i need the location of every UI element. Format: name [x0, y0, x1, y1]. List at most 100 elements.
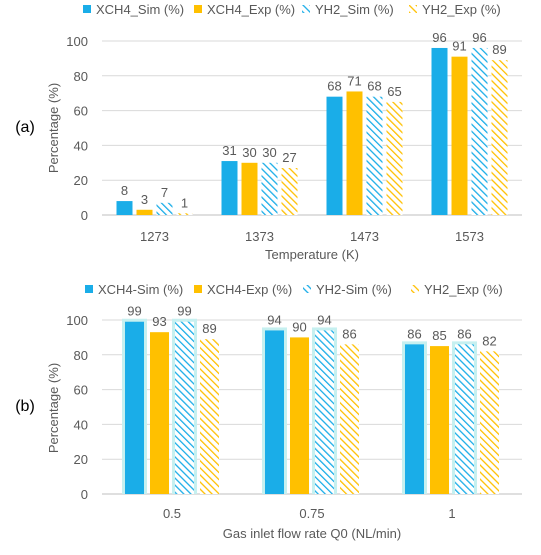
bar: [221, 161, 238, 215]
bar: [455, 344, 474, 494]
legend-swatch: [411, 285, 419, 293]
legend-entry: XCH4_Exp (%): [207, 2, 295, 17]
y-tick-label: 40: [74, 138, 88, 153]
legend-swatch: [194, 5, 202, 13]
data-label: 30: [262, 145, 276, 160]
data-label: 89: [202, 321, 216, 336]
bar: [290, 337, 309, 494]
data-label: 30: [242, 145, 256, 160]
data-label: 7: [161, 185, 168, 200]
data-label: 86: [457, 326, 471, 341]
chart-panel-a: 0 20 40 60 80 100 (a) Percentage (%) Temperature…: [15, 2, 522, 262]
legend-swatch: [194, 285, 202, 293]
bar: [431, 47, 448, 216]
data-label: 86: [342, 326, 356, 341]
x-tick-label: 1473: [350, 229, 379, 244]
y-tick-label: 20: [74, 173, 88, 188]
data-label: 99: [127, 304, 141, 319]
bar: [366, 96, 383, 215]
legend-swatch: [303, 285, 311, 293]
bar: [261, 162, 278, 215]
x-tick-label: 1373: [245, 229, 274, 244]
legend-entry: YH2_Exp (%): [424, 282, 503, 297]
x-tick-label: 1573: [455, 229, 484, 244]
bar: [116, 201, 133, 215]
y-tick-label: 80: [74, 69, 88, 84]
x-tick-label: 1: [448, 506, 455, 521]
panel-label: (b): [15, 398, 35, 415]
y-tick-label: 100: [66, 313, 88, 328]
data-label: 93: [152, 314, 166, 329]
y-tick-label: 0: [81, 487, 88, 502]
data-label: 89: [492, 42, 506, 57]
data-label: 96: [432, 30, 446, 45]
legend-entry: YH2_Sim (%): [315, 2, 394, 17]
legend-swatch: [85, 285, 93, 293]
x-axis-title: Temperature (K): [265, 247, 359, 262]
bar: [150, 332, 169, 494]
legend-swatch: [409, 5, 417, 13]
data-label: 68: [367, 79, 381, 94]
legend-entry: XCH4_Sim (%): [96, 2, 184, 17]
data-label: 85: [432, 328, 446, 343]
bar: [241, 162, 258, 215]
bar: [156, 202, 173, 215]
legend-swatch: [302, 5, 310, 13]
data-label: 86: [407, 326, 421, 341]
y-tick-label: 20: [74, 452, 88, 467]
y-tick-label: 80: [74, 348, 88, 363]
y-tick-label: 0: [81, 208, 88, 223]
bar: [281, 168, 298, 215]
bar: [346, 91, 363, 215]
bar: [265, 330, 284, 494]
bar: [491, 60, 508, 215]
data-label: 96: [472, 30, 486, 45]
y-tick-label: 60: [74, 104, 88, 119]
bar: [471, 47, 488, 216]
data-label: 82: [482, 333, 496, 348]
data-label: 8: [121, 183, 128, 198]
bar: [125, 321, 144, 494]
x-axis-title: Gas inlet flow rate Q0 (NL/min): [223, 526, 401, 541]
data-label: 68: [327, 79, 341, 94]
legend-entry: YH2_Exp (%): [422, 2, 501, 17]
y-tick-label: 40: [74, 417, 88, 432]
data-label: 1: [181, 195, 188, 210]
data-label: 3: [141, 192, 148, 207]
bar: [176, 213, 193, 215]
data-label: 99: [177, 304, 191, 319]
bar: [175, 321, 194, 494]
data-label: 90: [292, 319, 306, 334]
bar: [451, 56, 468, 215]
chart-panel-b: 0 20 40 60 80 100 (b) Percentage (%) Gas inlet f…: [15, 282, 522, 541]
data-label: 94: [317, 312, 331, 327]
data-label: 94: [267, 312, 281, 327]
bar: [386, 101, 403, 215]
legend-entry: YH2-Sim (%): [316, 282, 392, 297]
legend-entry: XCH4-Sim (%): [98, 282, 183, 297]
y-tick-label: 60: [74, 383, 88, 398]
data-label: 91: [452, 39, 466, 54]
data-label: 71: [347, 73, 361, 88]
bar: [200, 339, 219, 494]
data-label: 27: [282, 150, 296, 165]
bar: [480, 351, 499, 494]
bar: [405, 344, 424, 494]
legend-entry: XCH4-Exp (%): [207, 282, 292, 297]
y-axis-title: Percentage (%): [46, 83, 61, 173]
bar: [326, 96, 343, 215]
bar: [315, 330, 334, 494]
panel-label: (a): [15, 119, 35, 136]
y-axis-title: Percentage (%): [46, 363, 61, 453]
data-label: 65: [387, 84, 401, 99]
x-tick-label: 0.75: [299, 506, 324, 521]
x-tick-label: 1273: [140, 229, 169, 244]
data-label: 31: [222, 143, 236, 158]
x-tick-label: 0.5: [163, 506, 181, 521]
bar: [430, 346, 449, 494]
y-tick-label: 100: [66, 34, 88, 49]
bar: [136, 209, 153, 215]
legend-swatch: [83, 5, 91, 13]
